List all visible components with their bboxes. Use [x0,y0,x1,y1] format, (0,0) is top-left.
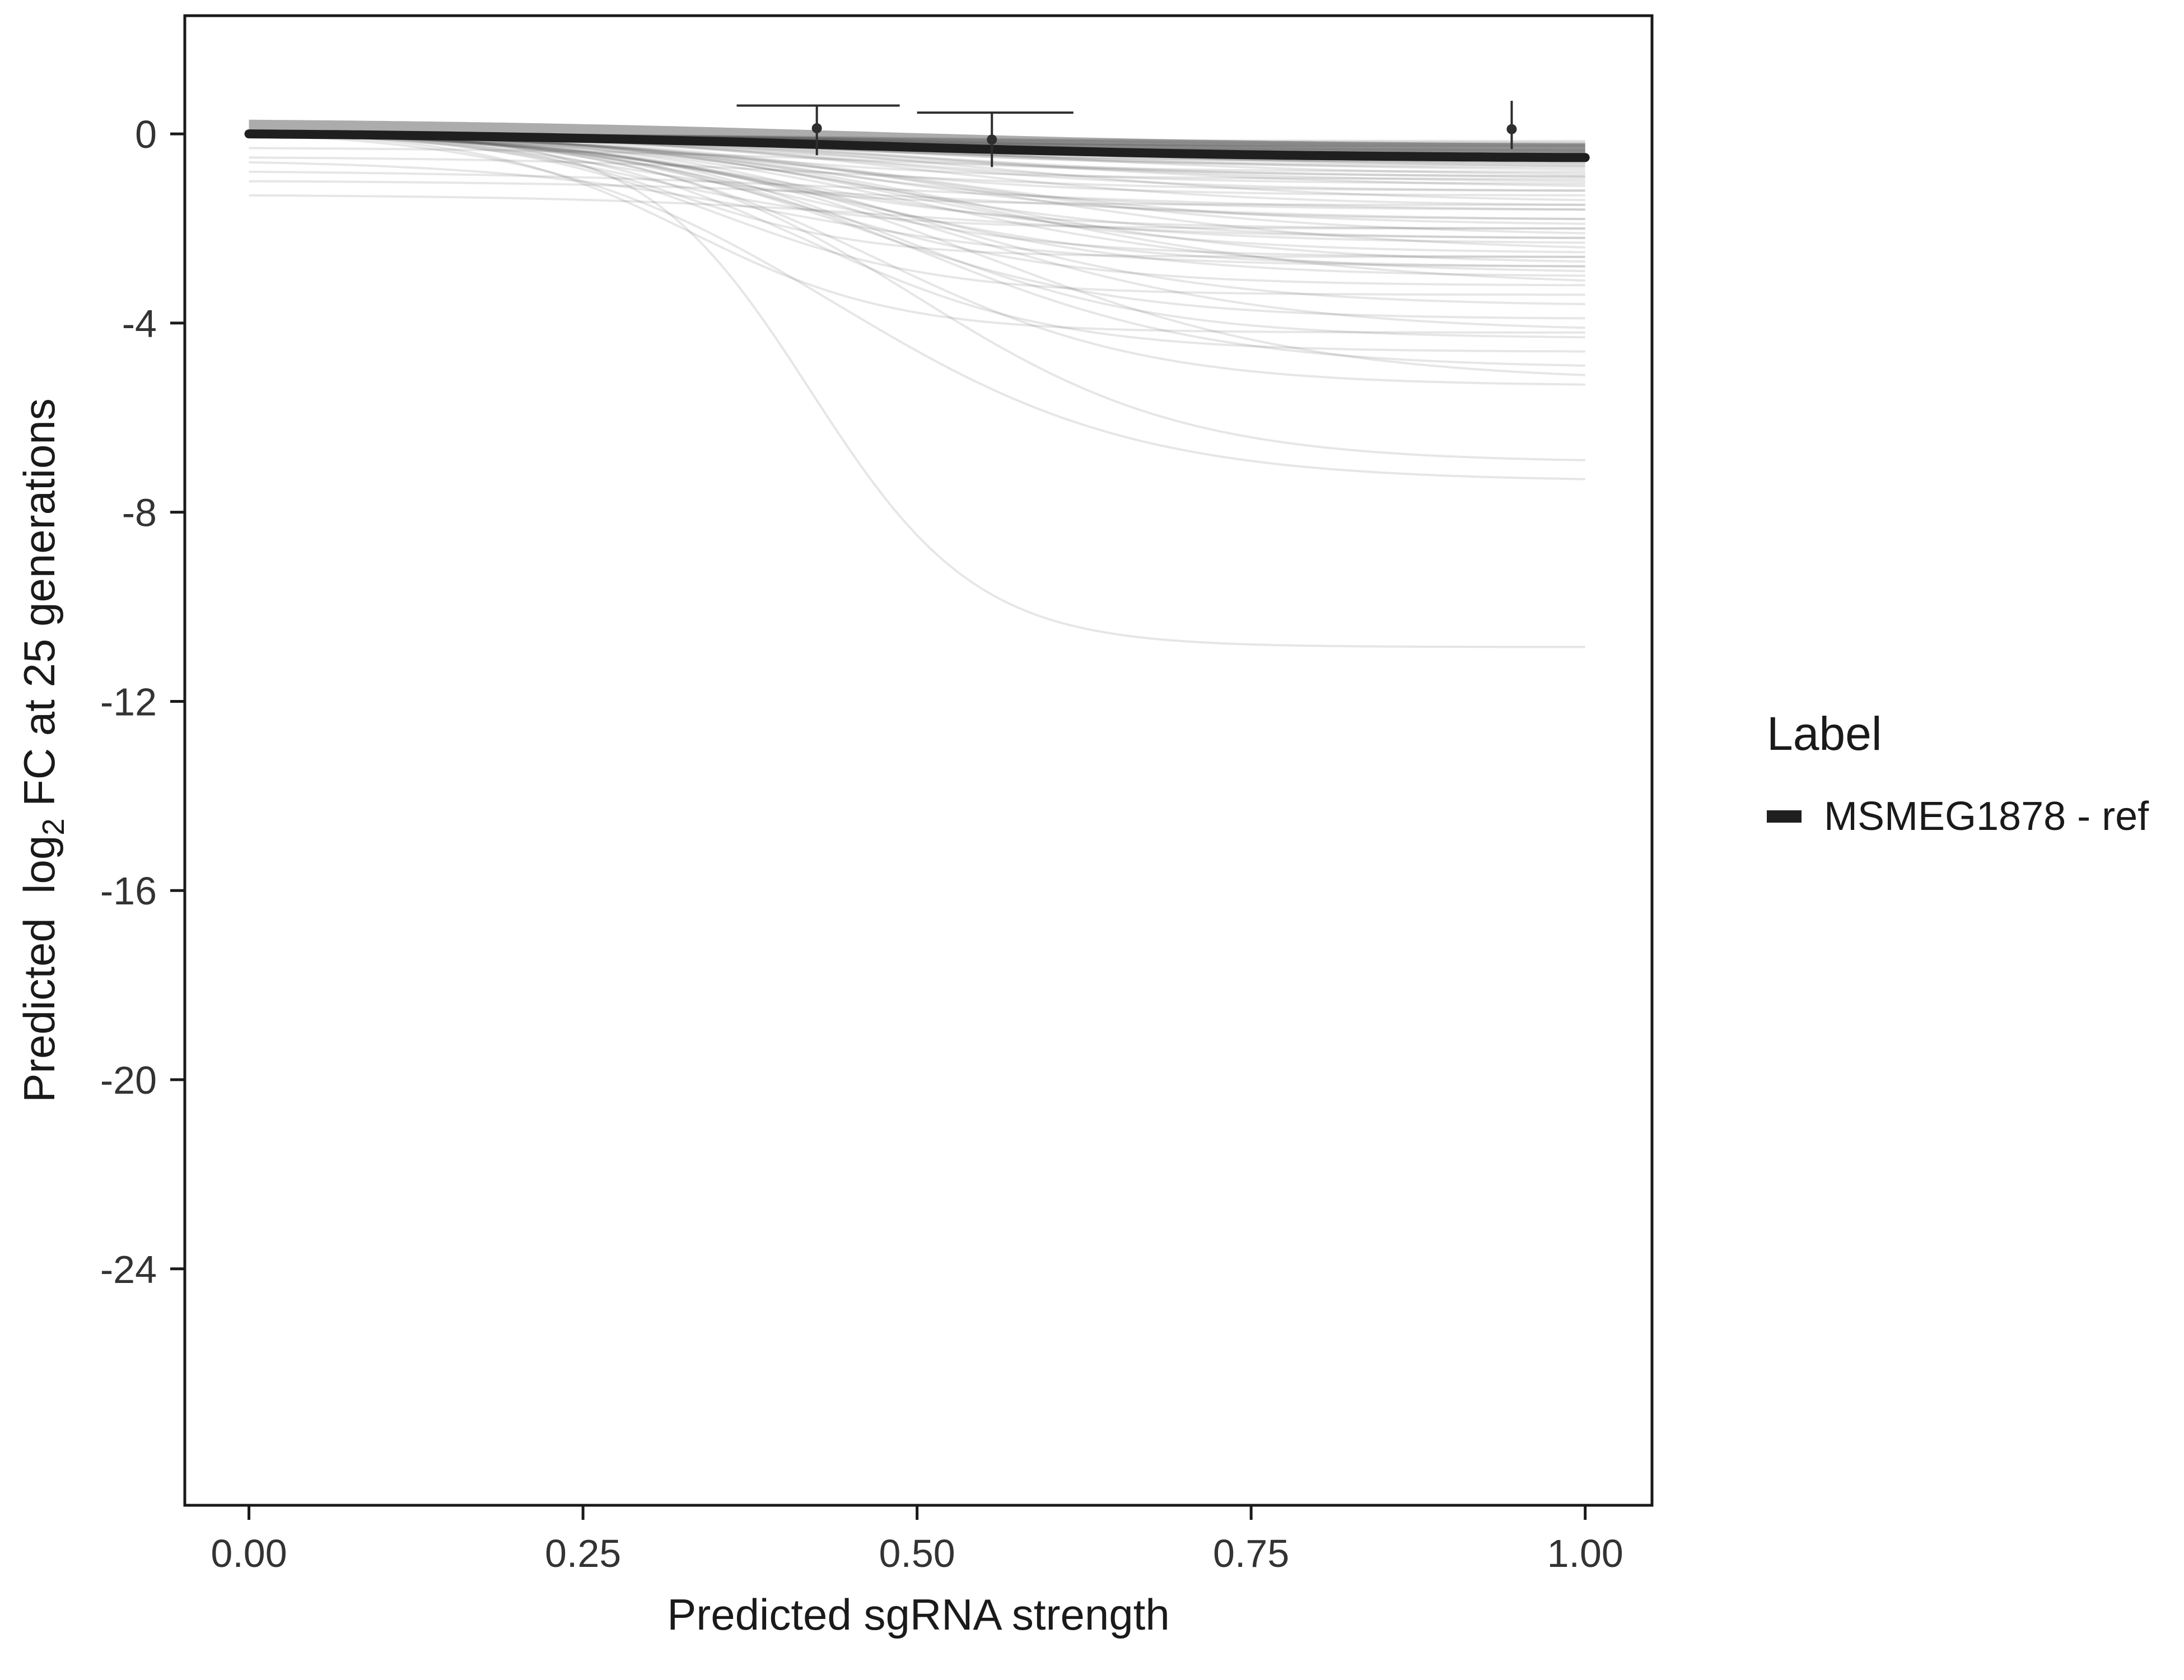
y-axis-title-post: FC at 25 generations [15,398,64,819]
background-curve [249,133,1585,244]
y-tick-label: -12 [100,680,157,724]
x-tick-label: 0.75 [1213,1532,1289,1575]
legend-line-swatch [1767,810,1802,823]
x-tick-label: 0.00 [211,1532,287,1575]
background-curve [249,133,1585,230]
background-curve [249,133,1585,230]
y-tick-label: -20 [100,1058,157,1102]
legend: Label MSMEG1878 - ref [1767,707,2149,839]
background-curve [249,133,1585,367]
background-curve [249,147,1585,178]
background-curve [249,161,1585,268]
x-tick-label: 0.25 [545,1532,621,1575]
data-point [987,134,997,145]
background-curve [249,133,1585,268]
y-axis-title-pre: Predicted log [15,835,64,1103]
data-point [811,123,822,133]
background-curve [249,194,1585,239]
background-curve [249,133,1585,329]
background-curve [249,133,1585,258]
y-tick-label: 0 [135,113,157,156]
background-curve [249,133,1585,287]
background-curve [249,133,1585,296]
x-tick-label: 1.00 [1547,1532,1623,1575]
y-tick-label: -8 [122,491,157,535]
y-tick-label: -24 [100,1248,157,1291]
x-axis-title: Predicted sgRNA strength [667,1590,1170,1639]
background-curve [249,133,1585,339]
background-curve [249,133,1585,353]
legend-title: Label [1767,707,1882,760]
background-curve [249,133,1585,206]
legend-entry: MSMEG1878 - ref [1767,794,2149,839]
background-curve [249,170,1585,211]
background-curve [249,133,1585,258]
y-axis-title: Predicted log2 FC at 25 generations [14,398,71,1102]
background-curve [249,133,1585,386]
background-curve [249,133,1585,648]
x-tick-label: 0.50 [879,1532,955,1575]
reference-ribbon [249,119,1585,160]
background-curve [249,156,1585,192]
y-tick-label: -4 [122,302,157,346]
background-curve [249,133,1585,334]
y-axis-title-sub: 2 [36,818,71,836]
background-curve [249,180,1585,221]
data-point [1506,124,1517,134]
background-curve [249,133,1585,480]
y-tick-label: -16 [100,869,157,913]
legend-entry-label: MSMEG1878 - ref [1824,794,2149,839]
background-curve [249,133,1585,320]
background-curve [249,133,1585,376]
reference-curve [244,129,1590,162]
background-curve [249,133,1585,461]
background-curve [249,133,1585,277]
